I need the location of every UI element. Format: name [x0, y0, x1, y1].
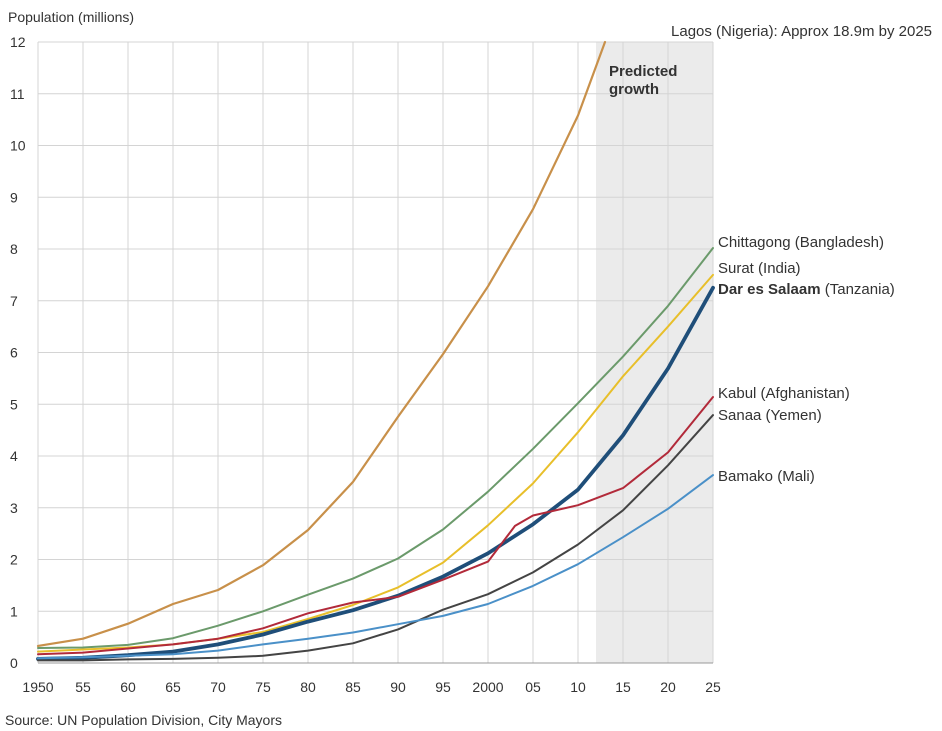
y-tick-label: 8 [10, 241, 18, 257]
series-label-name: Chittagong [718, 234, 791, 251]
series-label-sanaa: Sanaa (Yemen) [718, 407, 822, 424]
y-tick-label: 5 [10, 396, 18, 412]
series-label-dar-es-salaam: Dar es Salaam (Tanzania) [718, 281, 895, 298]
x-tick-label: 75 [255, 679, 271, 695]
series-label-bamako: Bamako (Mali) [718, 468, 815, 485]
series-label-country: (Yemen) [761, 407, 821, 424]
series-label-country: (India) [754, 260, 801, 277]
series-line-kabul [37, 396, 714, 656]
x-tick-label: 80 [300, 679, 316, 695]
source-note: Source: UN Population Division, City May… [5, 712, 282, 728]
x-tick-label: 20 [660, 679, 676, 695]
x-tick-label: 55 [75, 679, 91, 695]
series-label-country: (Mali) [773, 468, 815, 485]
series-label-kabul: Kabul (Afghanistan) [718, 385, 850, 402]
prediction-band-label-line: Predicted [609, 63, 677, 80]
y-tick-label: 4 [10, 448, 18, 464]
x-tick-label: 95 [435, 679, 451, 695]
series-label-name: Surat [718, 260, 755, 277]
series-labels: Chittagong (Bangladesh) Surat (India) Dar … [718, 234, 895, 485]
y-tick-label: 2 [10, 552, 18, 568]
x-tick-label: 10 [570, 679, 586, 695]
y-tick-label: 10 [10, 138, 26, 154]
y-tick-label: 9 [10, 189, 18, 205]
x-tick-label: 90 [390, 679, 406, 695]
y-tick-label: 1 [10, 603, 18, 619]
x-tick-label: 85 [345, 679, 361, 695]
x-tick-label: 1950 [22, 679, 53, 695]
y-tick-label: 3 [10, 500, 18, 516]
gridlines [37, 41, 714, 664]
x-tick-label: 15 [615, 679, 631, 695]
series-line-lagos-nigeria [36, 40, 607, 647]
x-tick-label: 25 [705, 679, 721, 695]
series-line-chittagong [37, 247, 714, 649]
series-label-name: Sanaa [718, 407, 762, 424]
series-line-dar-es-salaam [36, 285, 715, 661]
series-line-bamako [37, 474, 714, 660]
series-label-surat: Surat (India) [718, 260, 801, 277]
series-line-sanaa [37, 414, 714, 662]
y-tick-label: 7 [10, 293, 18, 309]
series-label-name: Bamako [718, 468, 773, 485]
series-label-name: Kabul [718, 385, 756, 402]
y-axis-label: Population (millions) [8, 9, 134, 25]
y-tick-label: 11 [10, 86, 25, 102]
series-lines [36, 40, 715, 662]
x-tick-label: 2000 [472, 679, 503, 695]
annotation-lagos: Lagos (Nigeria): Approx 18.9m by 2025 [671, 23, 932, 40]
chart-text: Population (millions) Lagos (Nigeria): A… [5, 9, 932, 728]
series-label-country: (Bangladesh) [791, 234, 884, 251]
y-tick-label: 6 [10, 345, 18, 361]
y-tick-label: 0 [10, 655, 18, 671]
x-tick-label: 70 [210, 679, 226, 695]
prediction-band-label-line: growth [609, 81, 659, 98]
x-tick-label: 05 [525, 679, 541, 695]
series-label-name: Dar es Salaam [718, 281, 821, 298]
prediction-band-label: Predicted growth [609, 63, 677, 98]
series-label-country: (Afghanistan) [756, 385, 849, 402]
x-tick-label: 60 [120, 679, 136, 695]
series-label-chittagong: Chittagong (Bangladesh) [718, 234, 884, 251]
series-label-country: (Tanzania) [821, 281, 895, 298]
x-tick-label: 65 [165, 679, 181, 695]
y-tick-label: 12 [10, 34, 26, 50]
